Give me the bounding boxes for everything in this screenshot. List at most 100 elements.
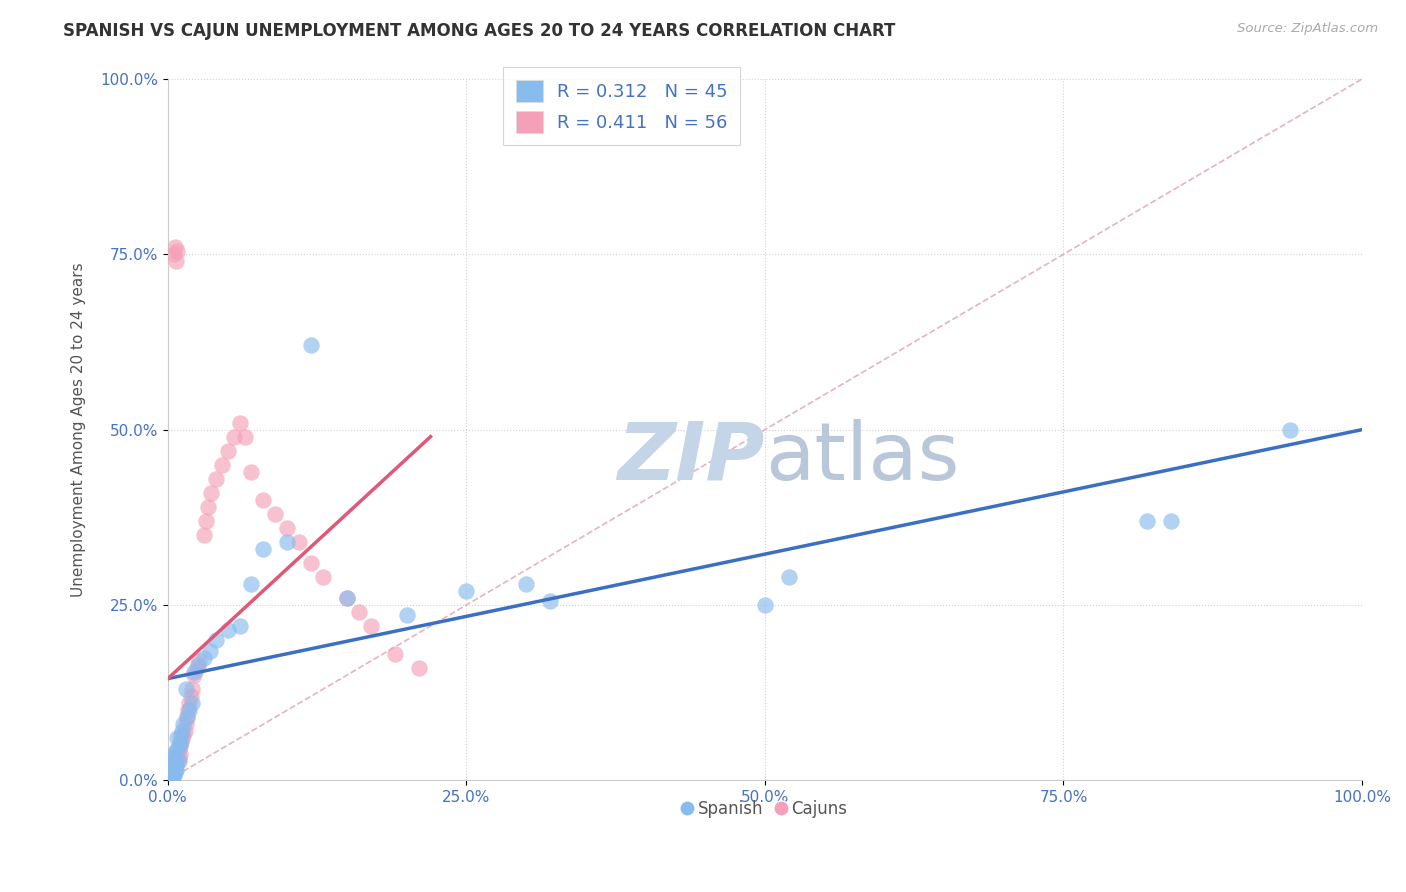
- Point: [538, 594, 561, 608]
- Point: [197, 500, 219, 514]
- Point: [160, 766, 183, 780]
- Point: [162, 759, 184, 773]
- Point: [166, 741, 188, 756]
- Point: [165, 254, 187, 268]
- Legend: Spanish, Cajuns: Spanish, Cajuns: [676, 793, 853, 824]
- Point: [222, 430, 245, 444]
- Text: Source: ZipAtlas.com: Source: ZipAtlas.com: [1237, 22, 1378, 36]
- Point: [163, 761, 186, 775]
- Point: [172, 728, 194, 742]
- Point: [252, 541, 274, 556]
- Point: [336, 591, 359, 605]
- Point: [174, 717, 197, 731]
- Point: [166, 745, 188, 759]
- Point: [456, 583, 478, 598]
- Point: [252, 492, 274, 507]
- Point: [204, 633, 226, 648]
- Point: [160, 766, 183, 780]
- Text: atlas: atlas: [765, 418, 959, 497]
- Point: [193, 650, 215, 665]
- Point: [312, 570, 335, 584]
- Point: [170, 735, 193, 749]
- Point: [204, 472, 226, 486]
- Point: [288, 534, 311, 549]
- Point: [180, 682, 202, 697]
- Point: [217, 623, 239, 637]
- Point: [1136, 514, 1159, 528]
- Point: [169, 735, 191, 749]
- Point: [193, 528, 215, 542]
- Point: [235, 430, 257, 444]
- Point: [200, 485, 222, 500]
- Point: [160, 763, 183, 777]
- Point: [165, 748, 187, 763]
- Point: [195, 514, 218, 528]
- Point: [179, 696, 201, 710]
- Point: [172, 724, 194, 739]
- Point: [167, 754, 190, 768]
- Point: [162, 770, 184, 784]
- Point: [165, 763, 187, 777]
- Point: [163, 767, 186, 781]
- Point: [160, 756, 183, 770]
- Point: [163, 752, 186, 766]
- Point: [347, 605, 370, 619]
- Point: [165, 757, 187, 772]
- Point: [276, 534, 298, 549]
- Point: [395, 608, 418, 623]
- Point: [169, 738, 191, 752]
- Point: [172, 717, 194, 731]
- Point: [159, 770, 181, 784]
- Point: [183, 668, 205, 682]
- Point: [163, 764, 186, 779]
- Point: [240, 465, 263, 479]
- Point: [180, 689, 202, 703]
- Point: [384, 647, 406, 661]
- Point: [264, 507, 287, 521]
- Point: [166, 244, 188, 258]
- Point: [163, 748, 186, 763]
- Text: SPANISH VS CAJUN UNEMPLOYMENT AMONG AGES 20 TO 24 YEARS CORRELATION CHART: SPANISH VS CAJUN UNEMPLOYMENT AMONG AGES…: [63, 22, 896, 40]
- Point: [169, 738, 191, 752]
- Point: [240, 577, 263, 591]
- Point: [162, 759, 184, 773]
- Point: [515, 577, 537, 591]
- Point: [177, 703, 200, 717]
- Point: [180, 696, 202, 710]
- Point: [176, 710, 198, 724]
- Point: [165, 757, 187, 772]
- Point: [211, 458, 233, 472]
- Point: [169, 747, 191, 761]
- Point: [163, 761, 186, 775]
- Point: [167, 741, 190, 756]
- Y-axis label: Unemployment Among Ages 20 to 24 years: Unemployment Among Ages 20 to 24 years: [72, 262, 86, 597]
- Point: [778, 570, 800, 584]
- Point: [173, 724, 195, 739]
- Point: [336, 591, 359, 605]
- Point: [187, 654, 209, 668]
- Point: [172, 731, 194, 746]
- Point: [183, 665, 205, 679]
- Point: [1279, 423, 1302, 437]
- Point: [299, 556, 322, 570]
- Point: [179, 703, 201, 717]
- Point: [163, 240, 186, 254]
- Point: [166, 754, 188, 768]
- Point: [228, 619, 250, 633]
- Point: [163, 764, 186, 779]
- Point: [166, 731, 188, 746]
- Point: [163, 752, 186, 766]
- Text: ZIP: ZIP: [617, 418, 765, 497]
- Point: [163, 756, 186, 770]
- Point: [299, 338, 322, 352]
- Point: [163, 247, 186, 261]
- Point: [162, 767, 184, 781]
- Point: [163, 745, 186, 759]
- Point: [276, 521, 298, 535]
- Point: [198, 643, 221, 657]
- Point: [408, 661, 430, 675]
- Point: [186, 661, 208, 675]
- Point: [754, 598, 776, 612]
- Point: [176, 710, 198, 724]
- Point: [167, 751, 190, 765]
